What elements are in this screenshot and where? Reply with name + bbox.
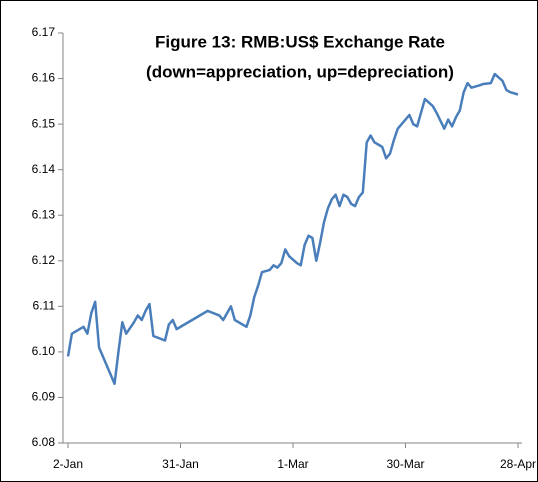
y-tick-label: 6.09	[32, 390, 56, 404]
chart-title: Figure 13: RMB:US$ Exchange Rate	[155, 32, 445, 51]
x-tick-label: 28-Apr	[500, 457, 536, 471]
y-tick-label: 6.17	[32, 25, 56, 39]
y-tick-label: 6.10	[32, 344, 56, 358]
x-tick-label: 31-Jan	[162, 457, 199, 471]
y-tick-label: 6.14	[32, 162, 56, 176]
chart-subtitle: (down=appreciation, up=depreciation)	[146, 62, 454, 81]
x-tick-label: 2-Jan	[53, 457, 83, 471]
y-tick-label: 6.08	[32, 435, 56, 449]
y-tick-label: 6.15	[32, 116, 56, 130]
y-tick-label: 6.16	[32, 71, 56, 85]
y-tick-label: 6.13	[32, 207, 56, 221]
y-tick-label: 6.12	[32, 253, 56, 267]
series-line	[66, 72, 519, 386]
y-tick-label: 6.11	[33, 299, 56, 313]
x-tick-label: 1-Mar	[277, 457, 308, 471]
x-tick-label: 30-Mar	[386, 457, 424, 471]
